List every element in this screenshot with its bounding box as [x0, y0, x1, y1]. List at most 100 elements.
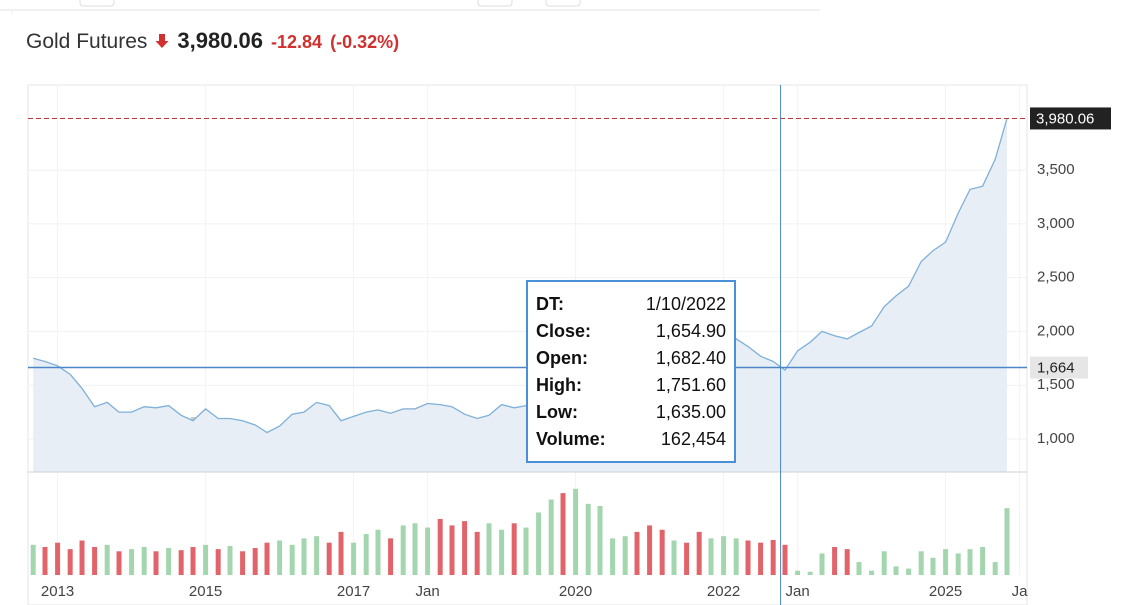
volume-bar [548, 499, 554, 575]
volume-bar [795, 570, 801, 575]
volume-bar [116, 551, 122, 575]
price-change: -12.84 [271, 32, 323, 52]
volume-bar [412, 523, 418, 575]
volume-bar [560, 493, 566, 575]
volume-bar [967, 549, 973, 575]
volume-bar [375, 529, 381, 575]
quote-header: Gold Futures 3,980.06 -12.84 (-0.32%) [26, 28, 399, 54]
volume-bar [782, 544, 788, 575]
volume-bar [684, 542, 690, 575]
price-area [33, 118, 1008, 473]
volume-bar [437, 518, 443, 575]
volume-bar [104, 544, 110, 575]
tooltip-value: 1,751.60 [655, 375, 726, 395]
tooltip-row: DT: 1/10/2022 [536, 291, 726, 318]
volume-bar [30, 544, 36, 575]
volume-bar [647, 525, 653, 575]
volume-bar [363, 534, 369, 575]
x-tick-label: 2022 [707, 583, 740, 600]
volume-bar [844, 549, 850, 575]
volume-bar [462, 521, 468, 575]
volume-bar [388, 538, 394, 575]
volume-bar [511, 523, 517, 575]
volume-bar [918, 551, 924, 575]
volume-bar [696, 531, 702, 575]
volume-bar [178, 550, 184, 575]
tooltip-row: Low: 1,635.00 [536, 399, 726, 426]
tooltip-row: Volume: 162,454 [536, 426, 726, 453]
volume-bar [893, 566, 899, 575]
y-tick-label: 1,500 [1037, 376, 1075, 393]
volume-bar [203, 544, 209, 575]
volume-bar [153, 551, 159, 575]
x-tick-label: 2013 [41, 583, 74, 600]
volume-bar [523, 527, 529, 575]
toolbar-button[interactable] [545, 0, 581, 7]
volume-bar [733, 538, 739, 575]
volume-bar [499, 529, 505, 575]
volume-bar [277, 540, 283, 575]
tooltip-key: High: [536, 375, 582, 395]
volume-bar [819, 553, 825, 575]
plot-frame [27, 84, 1028, 605]
volume-bar [955, 553, 961, 575]
tooltip-value: 162,454 [660, 429, 726, 449]
volume-bar [807, 571, 813, 575]
volume-bar [745, 540, 751, 575]
tooltip-key: Open: [536, 348, 588, 368]
volume-bar [400, 525, 406, 575]
last-price-box [1030, 107, 1111, 130]
volume-bar [227, 545, 233, 575]
toolbar-button[interactable] [79, 0, 115, 7]
tooltip: DT: 1/10/2022 Close: 1,654.90 Open: 1,682.40 H… [526, 280, 736, 463]
last-price-label: 3,980.06 [1036, 110, 1094, 127]
volume-bar [141, 546, 147, 575]
tooltip-row: Open: 1,682.40 [536, 345, 726, 372]
volume-bar [943, 549, 949, 575]
volume-bar [338, 531, 344, 575]
tooltip-key: Low: [536, 402, 578, 422]
instrument-name: Gold Futures [26, 30, 148, 53]
x-tick-label: Jan [416, 583, 440, 600]
x-tick-label: 2015 [189, 583, 222, 600]
tooltip-table: DT: 1/10/2022 Close: 1,654.90 Open: 1,682.40 H… [536, 291, 726, 453]
volume-bar [881, 551, 887, 575]
volume-bar [314, 536, 320, 575]
tooltip-key: DT: [536, 294, 564, 314]
volume-bar [1004, 508, 1010, 575]
volume-bar [486, 523, 492, 575]
y-tick-label: 3,500 [1037, 161, 1075, 178]
volume-bar [573, 488, 579, 575]
volume-bar [240, 551, 246, 575]
tooltip-row: High: 1,751.60 [536, 372, 726, 399]
volume-bar [992, 562, 998, 575]
volume-bar [659, 529, 665, 575]
crosshair-label: 1,664 [1037, 360, 1075, 377]
volume-bar [129, 549, 135, 575]
x-tick-label: Ja [1012, 583, 1029, 600]
y-tick-label: 2,000 [1037, 322, 1075, 339]
volume-bar [832, 546, 838, 575]
last-price: 3,980.06 [177, 28, 264, 53]
crosshair-box [1030, 356, 1088, 379]
volume-bar [585, 503, 591, 575]
tooltip-row: Close: 1,654.90 [536, 318, 726, 345]
volume-bar [474, 531, 480, 575]
price-line [33, 118, 1008, 434]
x-tick-label: 2020 [559, 583, 592, 600]
volume-bar [55, 542, 61, 575]
down-arrow [155, 34, 169, 48]
volume-bar [770, 539, 776, 575]
tooltip-key: Volume: [536, 429, 606, 449]
volume-bar [67, 549, 73, 575]
volume-bar [622, 536, 628, 575]
volume-bar [301, 538, 307, 575]
tooltip-key: Close: [536, 321, 592, 341]
volume-bar [869, 570, 875, 575]
volume-bar [449, 525, 455, 575]
toolbar-button[interactable] [477, 0, 513, 7]
y-tick-label: 3,000 [1037, 215, 1075, 232]
volume-bar [252, 548, 258, 575]
